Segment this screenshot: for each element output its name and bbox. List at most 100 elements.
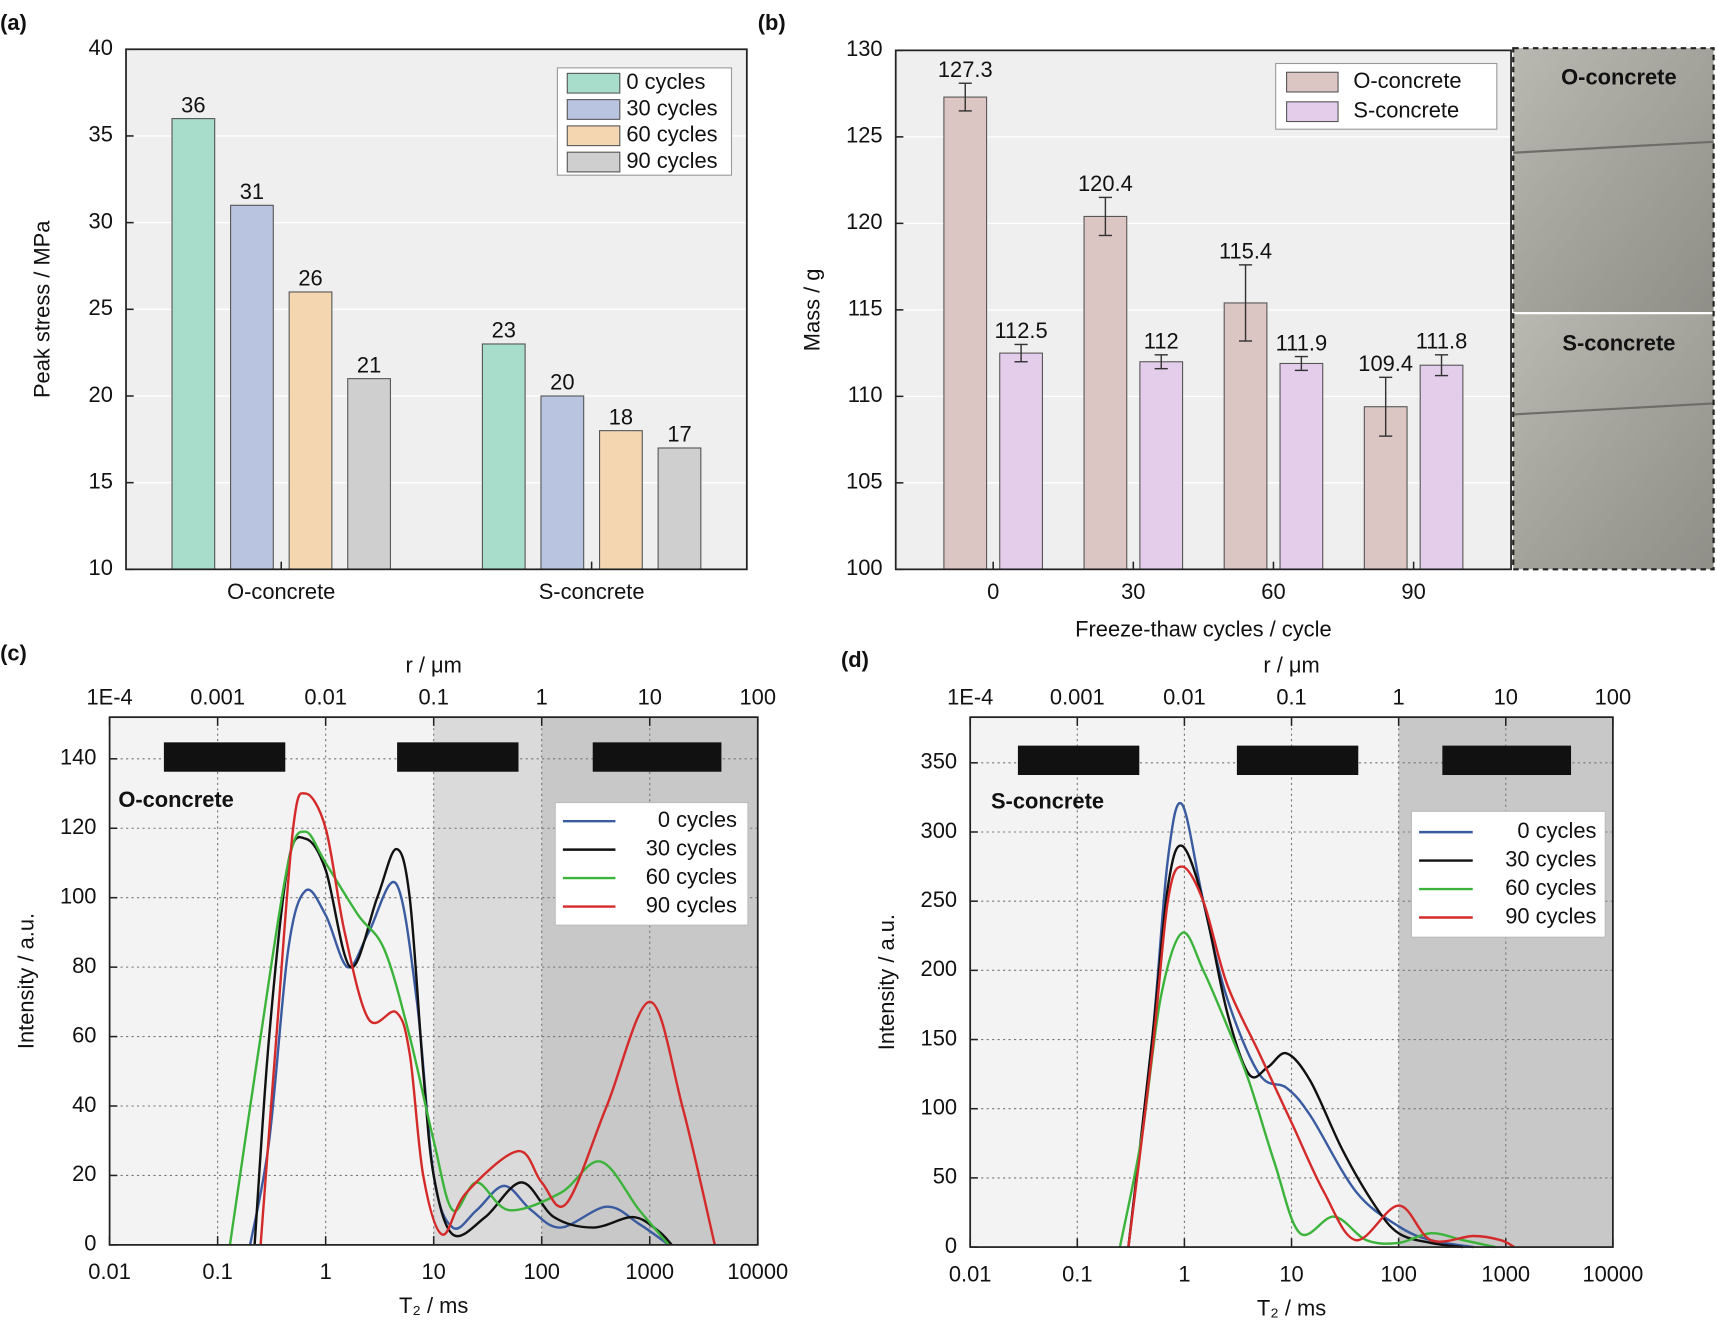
value-label: 31 [240, 179, 264, 204]
x-tick-label: 0.1 [202, 1259, 232, 1284]
x2-tick-label: 0.01 [304, 684, 347, 709]
y-tick-label: 35 [89, 122, 113, 147]
x-tick-label: 10 [1279, 1261, 1303, 1286]
y-tick-label: 350 [921, 749, 958, 774]
y-tick-label: 120 [846, 209, 883, 234]
y-tick-label: 125 [846, 123, 883, 148]
y-tick-label: 60 [72, 1022, 96, 1047]
plot-frame [125, 48, 748, 571]
x2-axis-title: r / μm [406, 653, 462, 678]
legend-swatch [1286, 101, 1339, 123]
x-tick-label: 1 [1178, 1261, 1190, 1286]
pore-label-text: Macropores [1449, 748, 1565, 773]
x-tick-label: 0.1 [1062, 1261, 1092, 1286]
x-axis-title: Freeze-thaw cycles / cycle [1075, 616, 1331, 641]
x-tick-label: O-concrete [227, 579, 335, 604]
x-axis-title: T₂ / ms [399, 1293, 468, 1318]
x2-tick-label: 1 [536, 684, 548, 709]
value-label: 127.3 [938, 57, 993, 82]
legend-label: 60 cycles [626, 122, 717, 147]
y-tick-label: 250 [921, 887, 958, 912]
pore-label-box [1442, 745, 1572, 776]
y-tick-label: 40 [89, 35, 113, 60]
y-tick-label: 130 [846, 36, 883, 61]
x-tick-label: 10000 [1582, 1261, 1643, 1286]
value-label: 120.4 [1078, 171, 1133, 196]
panel-label: (d) [841, 647, 869, 672]
y-tick-label: 100 [60, 883, 96, 908]
legend-swatch [566, 125, 621, 147]
pore-label-text: Micropores [170, 745, 278, 770]
x2-tick-label: 1E-4 [86, 684, 132, 709]
x-tick-label: 10000 [727, 1259, 788, 1284]
y-tick-label: 105 [846, 469, 883, 494]
y-tick-label: 110 [848, 382, 883, 407]
y-tick-label: 0 [84, 1231, 96, 1256]
value-label: 21 [357, 352, 381, 377]
error-bar [1379, 376, 1393, 437]
photo-crack [1513, 402, 1714, 416]
x2-tick-label: 10 [638, 684, 662, 709]
pore-label-box [592, 742, 722, 772]
y-tick-label: 80 [72, 953, 96, 978]
photo [1513, 314, 1714, 570]
value-label: 109.4 [1358, 351, 1413, 376]
x-tick-label: 1 [320, 1259, 332, 1284]
y-tick-label: 40 [72, 1092, 96, 1117]
pore-region [433, 717, 542, 1245]
pore-label: Macropores [1442, 745, 1572, 776]
bar [1083, 215, 1128, 570]
data-line [259, 792, 716, 1246]
plot-frame [894, 49, 1512, 571]
legend-swatch [566, 151, 621, 173]
photo-label: S-concrete [1562, 331, 1675, 356]
legend-label: 0 cycles [626, 69, 705, 94]
x-tick-label: 90 [1401, 579, 1425, 604]
x-tick-label: 30 [1121, 579, 1145, 604]
pore-label: Micropores [1017, 745, 1140, 776]
legend-label: 30 cycles [1505, 846, 1596, 871]
error-bar [1294, 355, 1308, 372]
x-tick-label: 1000 [625, 1259, 674, 1284]
photo-label: O-concrete [1561, 65, 1677, 90]
value-label: 23 [492, 318, 516, 343]
legend-label: 30 cycles [626, 95, 717, 120]
value-label: 18 [609, 404, 633, 429]
data-line [1127, 865, 1515, 1249]
y-tick-label: 50 [933, 1164, 957, 1189]
y-tick-label: 15 [89, 468, 113, 493]
bar [657, 447, 702, 570]
y-tick-label: 20 [89, 382, 113, 407]
x-tick-label: 1000 [1481, 1261, 1530, 1286]
error-bar [1434, 354, 1449, 377]
y-tick-label: 100 [921, 1094, 958, 1119]
legend-swatch [566, 99, 621, 120]
x-tick-label: 100 [1380, 1261, 1416, 1286]
y-tick-label: 200 [921, 956, 958, 981]
value-label: 17 [667, 422, 691, 447]
x2-tick-label: 0.001 [1050, 684, 1105, 709]
legend-label: 30 cycles [646, 835, 737, 860]
legend-label: O-concrete [1353, 68, 1461, 93]
x-tick-label: 60 [1261, 579, 1285, 604]
y-tick-label: 20 [72, 1161, 96, 1186]
x2-tick-label: 100 [1595, 684, 1632, 709]
pore-label-box [1017, 745, 1140, 776]
bar [540, 395, 585, 570]
value-label: 26 [298, 266, 322, 291]
bar [599, 430, 643, 570]
y-axis-title: Mass / g [799, 269, 824, 352]
photo-crack [1513, 140, 1714, 154]
x2-tick-label: 100 [740, 684, 777, 709]
pore-label-text: Mesopores [1243, 748, 1351, 773]
bar [347, 378, 391, 570]
error-bar [1238, 264, 1253, 342]
error-bar [958, 82, 972, 112]
value-label: 115.4 [1219, 239, 1272, 264]
pore-label-text: Mesopores [404, 745, 512, 770]
legend-label: 0 cycles [1517, 818, 1596, 843]
